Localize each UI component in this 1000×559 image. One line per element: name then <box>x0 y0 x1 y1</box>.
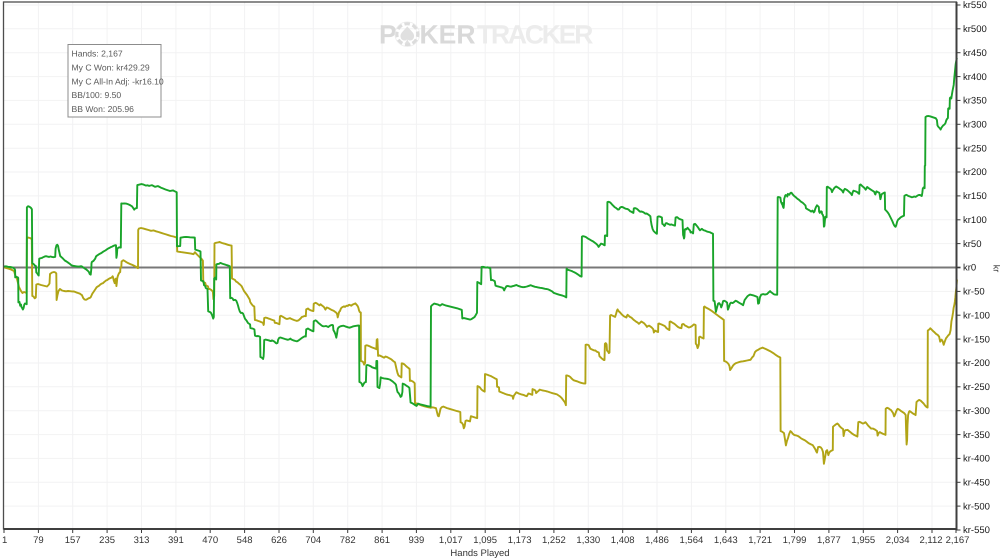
svg-text:TRACKER: TRACKER <box>477 20 593 50</box>
svg-text:BB Won: 205.96: BB Won: 205.96 <box>72 104 135 114</box>
svg-text:kr50: kr50 <box>963 239 981 250</box>
svg-text:kr100: kr100 <box>963 215 987 226</box>
svg-text:1,799: 1,799 <box>783 535 807 546</box>
svg-text:470: 470 <box>202 535 218 546</box>
svg-text:KER: KER <box>420 20 476 50</box>
svg-text:kr550: kr550 <box>963 0 987 11</box>
svg-text:2,167: 2,167 <box>946 535 970 546</box>
svg-text:1,408: 1,408 <box>611 535 635 546</box>
svg-text:kr-250: kr-250 <box>963 382 990 393</box>
svg-text:BB/100: 9.50: BB/100: 9.50 <box>72 90 122 100</box>
svg-text:kr-200: kr-200 <box>963 358 990 369</box>
svg-text:1,955: 1,955 <box>851 535 875 546</box>
svg-text:79: 79 <box>33 535 44 546</box>
svg-text:782: 782 <box>340 535 356 546</box>
svg-text:Hands: 2,167: Hands: 2,167 <box>72 49 123 59</box>
svg-text:704: 704 <box>305 535 321 546</box>
svg-text:kr150: kr150 <box>963 191 987 202</box>
svg-text:kr-350: kr-350 <box>963 430 990 441</box>
svg-text:1: 1 <box>2 535 7 546</box>
svg-text:kr350: kr350 <box>963 96 987 107</box>
svg-text:235: 235 <box>99 535 115 546</box>
svg-text:861: 861 <box>374 535 390 546</box>
svg-text:1,877: 1,877 <box>817 535 841 546</box>
svg-text:1,486: 1,486 <box>645 535 669 546</box>
svg-text:My C Won: kr429.29: My C Won: kr429.29 <box>72 62 150 72</box>
svg-text:1,173: 1,173 <box>508 535 532 546</box>
svg-text:313: 313 <box>134 535 150 546</box>
svg-text:kr-550: kr-550 <box>963 525 990 536</box>
svg-text:2,034: 2,034 <box>886 535 910 546</box>
svg-text:kr-150: kr-150 <box>963 334 990 345</box>
svg-text:kr-500: kr-500 <box>963 501 990 512</box>
svg-text:P: P <box>379 20 397 50</box>
svg-text:kr-400: kr-400 <box>963 454 990 465</box>
svg-text:kr400: kr400 <box>963 72 987 83</box>
svg-text:kr450: kr450 <box>963 48 987 59</box>
svg-text:kr300: kr300 <box>963 120 987 131</box>
svg-text:kr0: kr0 <box>963 263 976 274</box>
svg-text:kr-450: kr-450 <box>963 478 990 489</box>
svg-text:My C All-In Adj: -kr16.10: My C All-In Adj: -kr16.10 <box>72 76 164 86</box>
svg-text:kr-100: kr-100 <box>963 310 990 321</box>
svg-text:1,721: 1,721 <box>748 535 772 546</box>
svg-text:391: 391 <box>168 535 184 546</box>
svg-text:2,112: 2,112 <box>919 535 942 546</box>
svg-text:kr-50: kr-50 <box>963 287 985 298</box>
svg-text:kr-300: kr-300 <box>963 406 990 417</box>
svg-text:kr: kr <box>992 265 1000 273</box>
svg-text:1,252: 1,252 <box>542 535 566 546</box>
svg-text:1,330: 1,330 <box>576 535 600 546</box>
svg-text:548: 548 <box>237 535 253 546</box>
svg-text:626: 626 <box>271 535 287 546</box>
svg-text:939: 939 <box>408 535 424 546</box>
svg-text:Hands Played: Hands Played <box>450 548 509 559</box>
svg-text:1,643: 1,643 <box>714 535 738 546</box>
svg-text:kr200: kr200 <box>963 167 987 178</box>
svg-text:kr250: kr250 <box>963 143 987 154</box>
svg-text:1,564: 1,564 <box>680 535 704 546</box>
svg-text:157: 157 <box>65 535 81 546</box>
svg-text:1,095: 1,095 <box>473 535 497 546</box>
svg-text:1,017: 1,017 <box>439 535 463 546</box>
svg-text:kr500: kr500 <box>963 24 987 35</box>
